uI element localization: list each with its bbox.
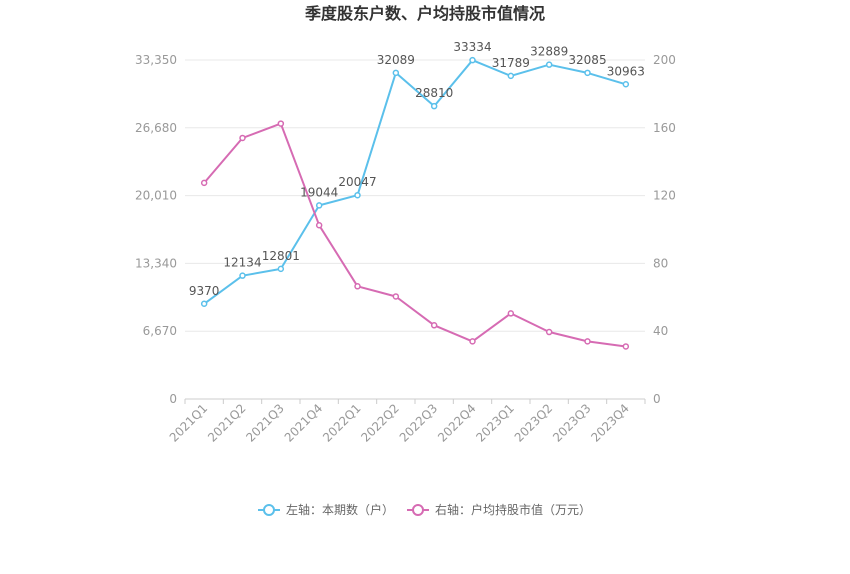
right-tick-label: 160 <box>653 121 676 135</box>
left-tick-label: 33,350 <box>135 53 177 67</box>
data-label: 9370 <box>189 284 220 298</box>
series-1-point[interactable] <box>239 272 246 279</box>
left-tick-label: 13,340 <box>135 256 177 270</box>
series-2-point[interactable] <box>239 134 246 142</box>
series-2-point[interactable] <box>584 338 591 345</box>
left-tick-label: 0 <box>169 392 177 406</box>
left-tick-label: 20,010 <box>135 189 177 203</box>
right-tick-label: 80 <box>653 256 668 270</box>
right-tick-label: 120 <box>653 189 676 203</box>
series-2-point[interactable] <box>622 343 630 350</box>
series-line-2 <box>203 122 626 348</box>
series-2-point[interactable] <box>507 310 515 317</box>
series-2-point[interactable] <box>392 293 400 300</box>
series-1-point[interactable] <box>584 69 591 77</box>
series-1-point[interactable] <box>200 300 208 308</box>
right-axis-ticks: 0 40 80 120 160 200 <box>653 53 676 406</box>
left-tick-label: 26,680 <box>135 121 177 135</box>
series-2-point[interactable] <box>315 222 323 229</box>
data-label: 32889 <box>530 45 568 59</box>
data-label: 31789 <box>492 56 530 70</box>
data-label: 32085 <box>568 53 606 67</box>
legend: 左轴：本期数（户） 右轴：户均持股市值（万元） <box>258 502 591 517</box>
series-1-point[interactable] <box>622 81 630 88</box>
series-1-point[interactable] <box>469 56 476 64</box>
x-tick-label: 2021Q1 <box>167 401 211 445</box>
x-tick-label: 2023Q2 <box>512 401 556 445</box>
x-tick-label: 2021Q2 <box>205 401 249 445</box>
data-label: 28810 <box>415 86 453 100</box>
data-label: 12134 <box>223 256 261 270</box>
x-tick-label: 2022Q4 <box>435 401 479 445</box>
series-1-point[interactable] <box>277 265 285 273</box>
series-1-point[interactable] <box>315 202 323 209</box>
legend-item-2[interactable]: 右轴：户均持股市值（万元） <box>407 502 591 517</box>
series-2-point[interactable] <box>354 283 361 290</box>
series-1-point[interactable] <box>507 72 515 80</box>
left-tick-label: 6,670 <box>143 324 177 338</box>
x-tick-label: 2023Q3 <box>550 401 594 445</box>
series-2-point[interactable] <box>545 328 553 336</box>
chart-title: 季度股东户数、户均持股市值情况 <box>304 4 545 23</box>
series-1-point[interactable] <box>354 191 361 199</box>
legend-marker <box>263 504 275 516</box>
series-1-point[interactable] <box>430 102 438 110</box>
left-axis-ticks: 0 6,670 13,340 20,010 26,680 33,350 <box>135 53 177 406</box>
legend-item-1[interactable]: 左轴：本期数（户） <box>258 502 394 517</box>
data-label: 33334 <box>453 40 491 54</box>
series-1-point[interactable] <box>392 69 400 77</box>
x-tick-label: 2021Q3 <box>243 401 287 445</box>
data-label: 30963 <box>607 64 645 78</box>
right-tick-label: 200 <box>653 53 676 67</box>
series-2-point[interactable] <box>277 120 285 127</box>
series-layer <box>200 56 630 350</box>
data-label: 20047 <box>338 175 376 189</box>
series-2-point[interactable] <box>469 338 476 345</box>
data-label: 32089 <box>377 53 415 67</box>
series-2-point[interactable] <box>200 179 208 187</box>
legend-label: 右轴：户均持股市值（万元） <box>435 502 591 517</box>
data-label: 12801 <box>262 249 300 263</box>
legend-marker <box>412 504 424 516</box>
series-line-1 <box>203 59 627 305</box>
x-tick-label: 2023Q4 <box>588 401 632 445</box>
x-tick-label: 2022Q3 <box>397 401 441 445</box>
right-tick-label: 0 <box>653 392 661 406</box>
x-tick-label: 2021Q4 <box>282 401 326 445</box>
data-label: 19044 <box>300 185 338 199</box>
series-2-point[interactable] <box>430 322 438 329</box>
x-tick-label: 2022Q1 <box>320 401 364 445</box>
right-tick-label: 40 <box>653 324 668 338</box>
legend-label: 左轴：本期数（户） <box>286 502 394 517</box>
grid-lines <box>185 59 645 400</box>
x-tick-label: 2022Q2 <box>358 401 402 445</box>
series-1-point[interactable] <box>545 61 553 68</box>
x-tick-label: 2023Q1 <box>473 401 517 445</box>
x-axis: 2021Q12021Q22021Q32021Q42022Q12022Q22022… <box>167 399 646 445</box>
